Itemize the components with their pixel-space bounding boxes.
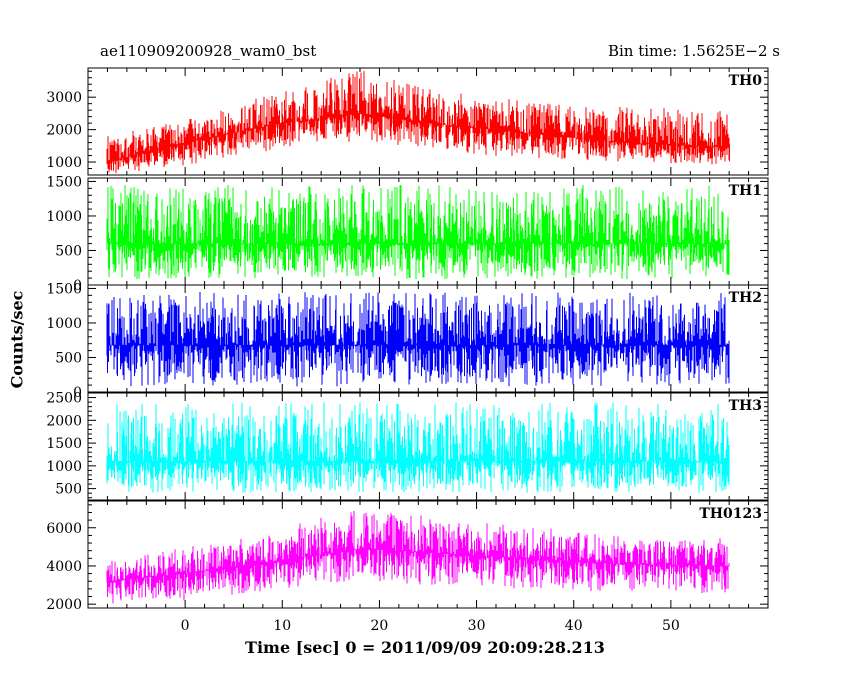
- y-tick-label: 2000: [46, 413, 82, 429]
- series-th3: [106, 402, 730, 493]
- panel-label: TH3: [729, 398, 762, 414]
- panel-frame: [87, 284, 769, 393]
- y-tick-label: 1500: [46, 436, 82, 452]
- y-tick-label: 1000: [46, 316, 82, 332]
- series-th0123: [106, 510, 730, 604]
- x-tick-label: 0: [181, 618, 190, 634]
- panel-th0: 1000 2000 3000 TH0: [46, 67, 769, 176]
- panel-th3: 500 1000 1500 2000 2500 TH3: [46, 391, 769, 501]
- y-tick-label: 2500: [46, 391, 82, 407]
- chart-title: ae110909200928_wam0_bst: [100, 42, 317, 60]
- panel-th1: 0 500 1000 1500 TH1: [46, 174, 769, 294]
- y-tick-label: 4000: [46, 559, 82, 575]
- x-tick-label: 50: [662, 618, 680, 634]
- x-axis-label: Time [sec] 0 = 2011/09/09 20:09:28.213: [245, 638, 605, 657]
- y-tick-label: 2000: [46, 123, 82, 139]
- panel-th2: 0 500 1000 1500 TH2: [46, 281, 769, 401]
- panel-label: TH0123: [699, 506, 762, 522]
- y-tick-label: 1000: [46, 155, 82, 171]
- x-tick-label: 30: [468, 618, 486, 634]
- y-tick-label: 1500: [46, 281, 82, 297]
- panel-frame: [87, 500, 769, 609]
- y-tick-label: 0: [73, 385, 82, 401]
- panel-frame: [87, 67, 769, 176]
- panel-label: TH0: [729, 73, 763, 89]
- x-tick-label: 10: [273, 618, 291, 634]
- y-tick-label: 500: [55, 243, 82, 259]
- y-tick-label: 500: [55, 350, 82, 366]
- y-tick-label: 0: [73, 278, 82, 294]
- panel-label: TH2: [729, 290, 762, 306]
- y-tick-label: 1000: [46, 459, 82, 475]
- series-th0: [106, 71, 730, 174]
- bin-time-label: Bin time: 1.5625E−2 s: [607, 42, 780, 60]
- x-tick-label: 40: [565, 618, 583, 634]
- y-tick-label: 6000: [46, 521, 82, 537]
- panel-frame: [87, 392, 769, 501]
- y-tick-label: 500: [55, 482, 82, 498]
- y-tick-label: 1500: [46, 174, 82, 190]
- x-tick-label: 20: [371, 618, 389, 634]
- y-axis-label: Counts/sec: [7, 290, 27, 389]
- series-th2: [106, 292, 730, 387]
- y-tick-label: 2000: [46, 597, 82, 613]
- panel-th0123: 2000 4000 6000 TH0123: [46, 500, 769, 613]
- y-tick-label: 1000: [46, 209, 82, 225]
- panel-label: TH1: [729, 183, 762, 199]
- series-th1: [106, 184, 730, 280]
- y-tick-label: 3000: [46, 90, 82, 106]
